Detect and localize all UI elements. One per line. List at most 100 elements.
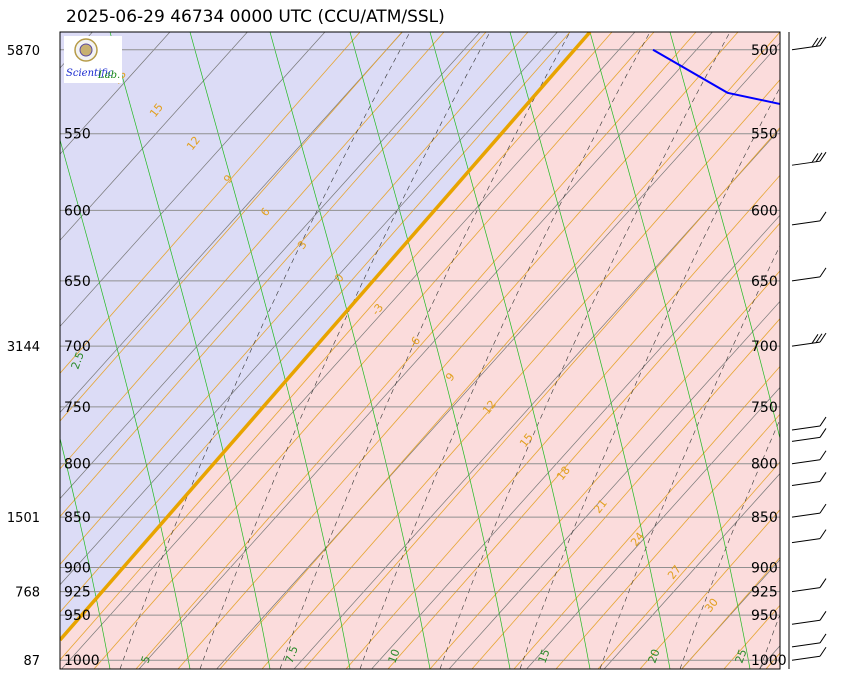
theta-label: 2.5 — [69, 350, 87, 371]
isotherm-line — [60, 32, 403, 413]
wind-barb-shaft — [791, 538, 821, 544]
wind-barb — [791, 36, 827, 51]
dry-adiabat-line — [60, 138, 191, 669]
pressure-label-left: 950 — [64, 608, 91, 624]
mixing-ratio-line — [303, 126, 780, 669]
wind-barb — [791, 611, 827, 625]
dry-adiabat-line — [669, 32, 780, 440]
isotherm-line — [837, 32, 850, 669]
mixing-ratio-line — [135, 32, 697, 669]
pressure-label-right: 950 — [751, 608, 778, 624]
pressure-label-left: 925 — [64, 585, 91, 601]
pressure-label-left: 650 — [64, 274, 91, 290]
wind-barb-flag — [819, 450, 827, 460]
pressure-label-right: 900 — [751, 560, 778, 576]
wind-barb — [791, 428, 827, 442]
dry-adiabat-line — [349, 32, 511, 669]
isotherm-line — [681, 559, 780, 669]
mixing-ratio-line — [60, 32, 571, 613]
mixing-ratio-line — [471, 318, 780, 669]
wind-barb — [791, 332, 827, 347]
wind-barb-shaft — [791, 160, 821, 166]
moist-adiabat-line — [119, 32, 411, 669]
mixing-ratio-line — [429, 270, 780, 669]
stability-boundary-line — [60, 32, 592, 642]
wind-barb-flag — [819, 211, 827, 222]
mixing-ratio-line — [219, 32, 780, 669]
wind-barb-shaft — [791, 642, 821, 648]
mixing-ratio-line — [60, 32, 403, 422]
wind-barb-flag — [819, 472, 827, 482]
wind-barb-shaft — [791, 425, 821, 431]
dry-adiabat-line — [269, 32, 431, 669]
wind-barb-flag — [819, 36, 827, 47]
logo-word-2: Lab. — [97, 70, 120, 81]
isotherm-line — [60, 32, 171, 155]
wind-barb — [791, 472, 827, 486]
pressure-label-right: 650 — [751, 274, 778, 290]
height-label: 87 — [23, 654, 40, 669]
wind-barb-flag — [819, 428, 827, 438]
pressure-label-left: 750 — [64, 400, 91, 416]
mixing-ratio-line — [555, 413, 780, 669]
unstable-region — [60, 32, 780, 669]
wind-barb-flag — [819, 529, 827, 539]
pressure-label-right: 850 — [751, 510, 778, 526]
wind-barb-flag — [819, 503, 827, 514]
wind-barb-flag — [811, 153, 819, 163]
isotherm-line — [60, 32, 326, 327]
isotherm-line — [293, 128, 780, 669]
wind-barb-flag — [819, 267, 827, 278]
logo-word-1: Scientific — [66, 68, 114, 79]
pressure-label-right: 700 — [751, 339, 778, 355]
chart-title: 2025-06-29 46734 0000 UTC (CCU/ATM/SSL) — [66, 7, 445, 27]
dry-adiabat-line — [589, 32, 751, 669]
mixing-ratio-line — [261, 79, 780, 669]
wind-barb — [791, 416, 827, 431]
wind-barb-flag — [819, 611, 827, 621]
wind-barb — [791, 151, 827, 166]
theta-label: 7.5 — [283, 644, 301, 665]
mixing-ratio-line — [177, 32, 739, 669]
theta-labels: 2.5 5 7.5 10 15 20 25 — [69, 350, 750, 665]
moist-adiabat-line — [519, 86, 780, 669]
wind-barb-flag — [819, 416, 827, 427]
dry-adiabat-line — [509, 32, 671, 669]
dry-adiabat-lines — [60, 32, 780, 669]
wind-barb-shaft — [791, 512, 821, 518]
pressure-label-left: 700 — [64, 339, 91, 355]
mixing-ratio-line — [60, 32, 361, 374]
wind-barb-shaft — [791, 341, 821, 347]
wind-barb-flag — [811, 37, 819, 48]
wind-barb-shaft — [791, 587, 821, 593]
mixing-ratio-line — [808, 32, 850, 669]
moist-adiabat-line — [199, 32, 491, 669]
wind-barb-flag — [819, 633, 827, 644]
pressure-label-right: 800 — [751, 457, 778, 473]
lab-logo: Scientific Lab. — [64, 36, 122, 83]
theta-label: 15 — [536, 647, 553, 665]
isotherm-line — [371, 214, 780, 669]
wind-barb-shaft — [791, 619, 821, 625]
pressure-label-left: 800 — [64, 457, 91, 473]
wind-barb-flag — [815, 152, 823, 163]
mixing-ratio-line — [345, 174, 780, 669]
pressure-label-left: 850 — [64, 510, 91, 526]
moist-adiabat-line — [679, 418, 780, 669]
wind-barbs — [791, 36, 827, 661]
pressure-label-right: 550 — [751, 127, 778, 143]
wind-barb — [791, 633, 827, 648]
wind-barb-shaft — [791, 655, 821, 661]
wind-barb-flag — [815, 37, 823, 47]
dry-adiabat-line — [429, 32, 591, 669]
mixing-ratio-line — [597, 461, 780, 669]
wind-barb — [791, 211, 827, 226]
mixing-ratio-line — [60, 32, 445, 470]
mixing-ratio-line — [93, 32, 655, 669]
mixing-ratio-line — [639, 509, 780, 669]
pressure-label-left: 600 — [64, 203, 91, 219]
logo-emblem-core-icon — [79, 43, 93, 57]
isotherm-line — [138, 32, 713, 669]
